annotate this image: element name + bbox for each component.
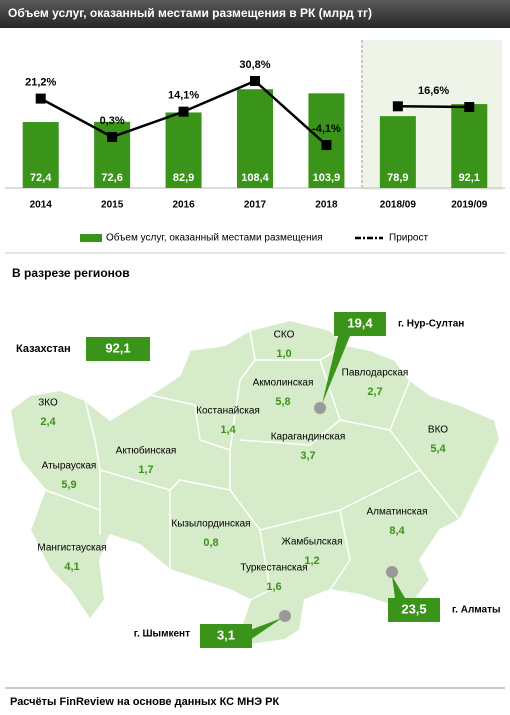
bar [165, 112, 202, 188]
city-dot [279, 610, 291, 622]
line-point [250, 75, 260, 86]
value-label: 92,1 [459, 172, 480, 184]
city-value: 19,4 [347, 315, 373, 330]
bar [237, 89, 273, 188]
region-value: 1,6 [266, 581, 281, 593]
region-value: 0,8 [203, 537, 218, 549]
total-box [86, 337, 150, 361]
city-value: 23,5 [401, 601, 426, 616]
region-value: 8,4 [389, 525, 405, 537]
x-tick-label: 2017 [244, 200, 267, 211]
city-name: г. Шымкент [134, 629, 190, 640]
region-value: 3,7 [300, 450, 315, 462]
legend-label: Объем услуг, оказанный местами размещени… [106, 232, 323, 244]
city-value: 3,1 [217, 627, 235, 642]
line-point [464, 102, 475, 113]
line-point [107, 131, 118, 142]
callout [322, 336, 350, 404]
region-name: СКО [274, 330, 295, 341]
city-box [334, 312, 386, 336]
region-value: 5,4 [430, 443, 446, 455]
region-name: Актюбинская [116, 445, 177, 457]
region-value: 1,0 [276, 348, 291, 360]
city-name: г. Нур-Султан [398, 319, 464, 330]
value-label: 72,4 [30, 172, 52, 184]
city-box [200, 624, 252, 648]
region-value: 5,8 [275, 396, 290, 408]
line-label: 21,2% [25, 77, 56, 89]
region-name: Карагандинская [271, 432, 346, 443]
region-name: Костанайская [196, 406, 260, 417]
line-point [178, 106, 189, 117]
value-label: 82,9 [173, 172, 194, 184]
city-name: г. Алматы [452, 605, 501, 616]
line-point [392, 101, 403, 112]
region-name: Туркестанская [240, 563, 307, 574]
line-label: -4,1% [312, 123, 341, 135]
region-name: Мангистауская [37, 543, 106, 554]
x-tick-label: 2016 [172, 200, 195, 211]
region-name: Атырауская [42, 461, 97, 472]
region-name: Алматинская [367, 507, 428, 518]
x-tick-label: 2019/09 [451, 200, 488, 211]
value-label: 103,9 [313, 172, 341, 184]
region-value: 2,4 [40, 416, 56, 428]
line-label: 30,8% [239, 59, 270, 71]
region-name: ВКО [428, 425, 448, 436]
section-title: В разрезе регионов [12, 266, 130, 280]
x-tick-label: 2018 [315, 200, 338, 211]
region-value: 1,7 [138, 464, 153, 476]
region-value: 4,1 [64, 561, 79, 573]
region-name: ЗКО [38, 398, 58, 409]
line-label: 14,1% [168, 90, 199, 102]
value-label: 108,4 [241, 172, 269, 184]
x-tick-label: 2015 [101, 200, 124, 211]
region-name: Павлодарская [342, 368, 409, 379]
bar [22, 122, 59, 188]
legend-swatch [80, 234, 102, 242]
bar [379, 116, 416, 188]
map-outline [8, 318, 502, 647]
region-value: 5,9 [61, 479, 76, 491]
x-tick-label: 2014 [30, 200, 53, 211]
title-bar [0, 0, 510, 28]
callout [250, 618, 282, 640]
footer: Расчёты FinReview на основе данных КС МН… [10, 696, 279, 708]
city-box [388, 598, 440, 622]
line-point [321, 140, 332, 151]
city-dot [314, 402, 326, 414]
region-name: Кызылординская [171, 519, 250, 530]
legend-label: Прирост [389, 233, 428, 244]
region-value: 1,2 [304, 555, 319, 567]
line-label: 16,6% [418, 85, 449, 97]
value-label: 78,9 [387, 172, 408, 184]
region-name: Акмолинская [253, 378, 314, 389]
value-label: 72,6 [101, 172, 122, 184]
callout [392, 576, 405, 598]
chart-title: Объем услуг, оказанный местами размещени… [8, 6, 372, 20]
region-value: 1,4 [220, 424, 236, 436]
line-point [35, 93, 46, 104]
city-dot [386, 566, 398, 578]
x-tick-label: 2018/09 [380, 200, 417, 211]
region-value: 2,7 [367, 386, 382, 398]
line-label: 0,3% [100, 115, 125, 127]
total-name: Казахстан [16, 343, 71, 355]
bar [451, 104, 488, 188]
region-name: Жамбылская [282, 536, 343, 548]
total-value: 92,1 [105, 340, 130, 355]
